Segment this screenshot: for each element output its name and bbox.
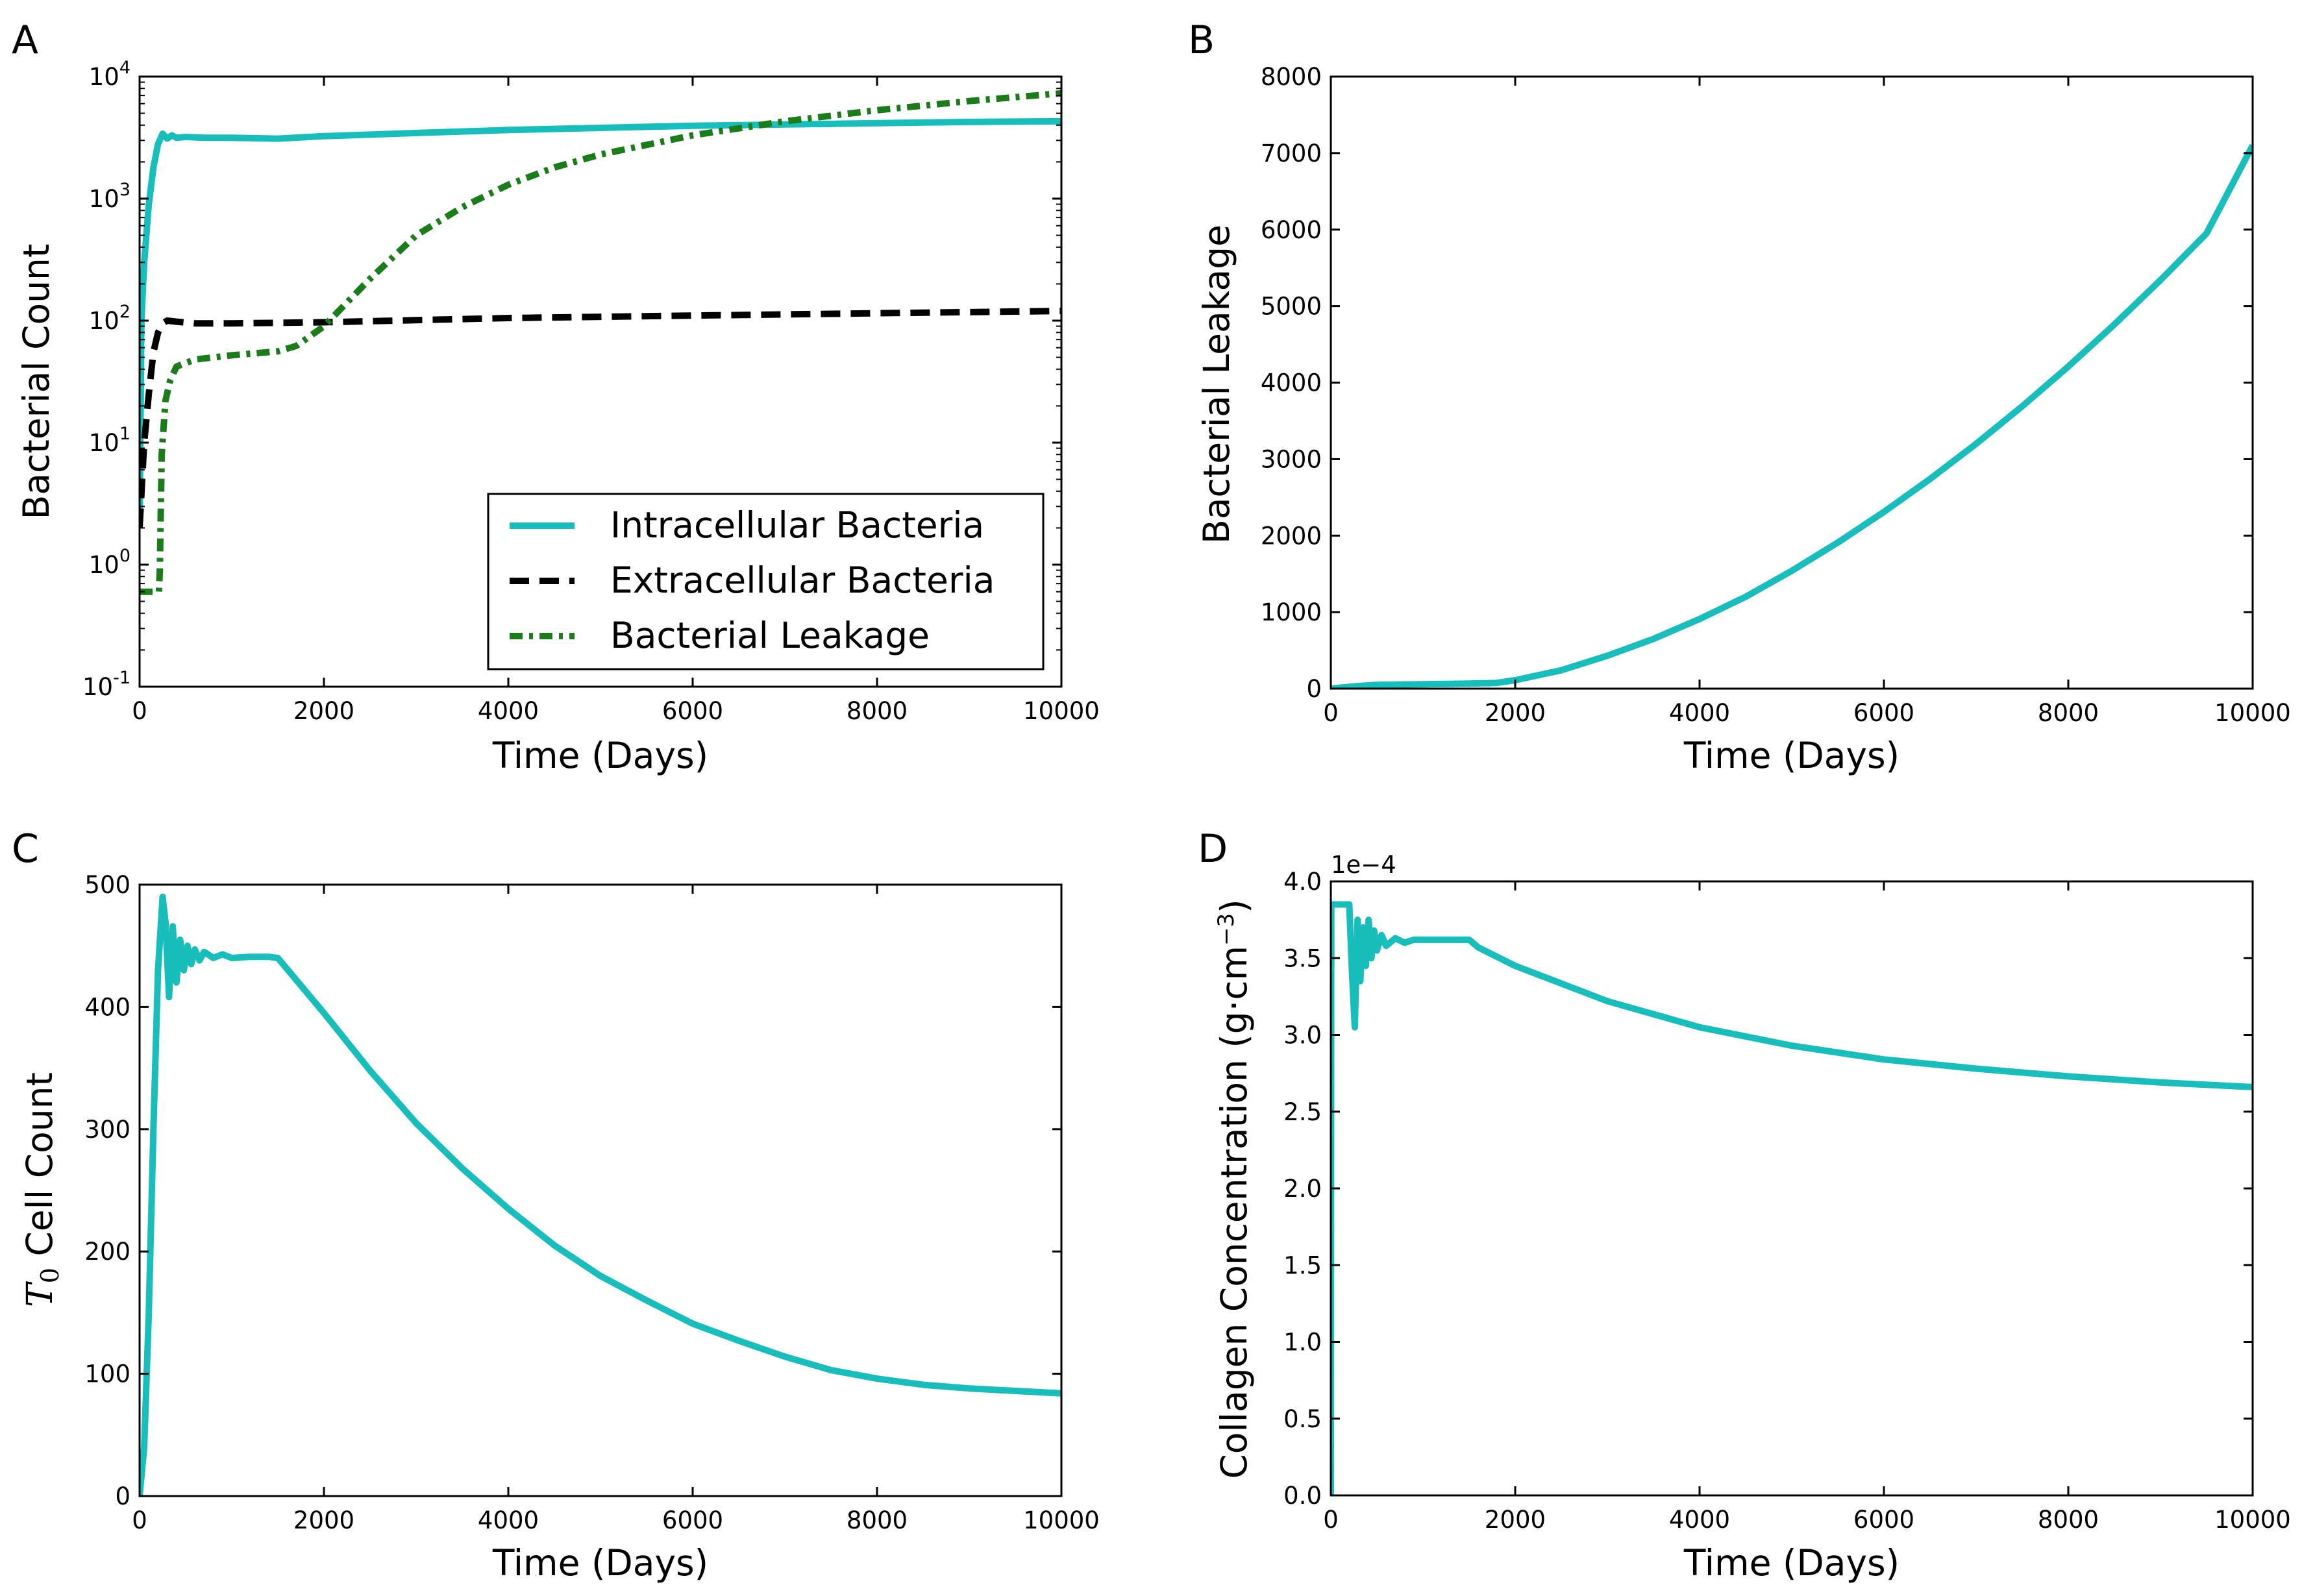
- offset-text-d: 1e−4: [1331, 851, 1396, 879]
- legend-label-extracellular: Extracellular Bacteria: [610, 559, 995, 601]
- x-axis-label-c: Time (Days): [492, 1542, 708, 1584]
- x-tick-label: 2000: [293, 1506, 354, 1534]
- x-axis-label-b: Time (Days): [1683, 735, 1900, 776]
- y-tick-label: 6000: [1261, 216, 1322, 244]
- y-tick-label: 7000: [1261, 140, 1322, 167]
- x-tick-label: 2000: [1485, 1506, 1546, 1534]
- y-tick-label: 101: [89, 424, 130, 457]
- y-tick-label: 4.0: [1283, 868, 1322, 896]
- series-line-d-1: [1331, 901, 2253, 1495]
- y-tick-label: 500: [84, 871, 130, 899]
- x-tick-label: 6000: [662, 1506, 723, 1534]
- y-tick-label: 100: [89, 546, 130, 579]
- legend-a: Intracellular Bacteria Extracellular Bac…: [487, 493, 1045, 670]
- y-tick-label: 100: [84, 1360, 130, 1388]
- panel-d: D 0 2000 4000 6000 8000 10000 0.0 0.5 1.0 1.5 2.0 2…: [1198, 826, 2291, 1584]
- x-tick-label: 2000: [293, 697, 354, 725]
- y-tick-label: 1.5: [1283, 1251, 1322, 1279]
- legend-label-intracellular: Intracellular Bacteria: [610, 504, 984, 546]
- panel-letter-c: C: [12, 826, 39, 872]
- x-tick-label: 6000: [1853, 699, 1914, 727]
- y-tick-label: 400: [84, 993, 130, 1021]
- y-tick-label: 3000: [1261, 445, 1322, 473]
- y-tick-label: 1.0: [1283, 1329, 1322, 1357]
- y-tick-label: 0: [115, 1482, 130, 1510]
- y-axis-label-c: T0 Cell Count: [19, 1072, 64, 1307]
- y-tick-label: 103: [89, 180, 130, 213]
- x-tick-label: 0: [132, 1506, 147, 1534]
- y-tick-label: 0: [1306, 675, 1322, 703]
- x-tick-label: 0: [1323, 1506, 1339, 1534]
- x-tick-label: 8000: [847, 1506, 908, 1534]
- y-tick-label: 2.0: [1283, 1175, 1322, 1203]
- y-tick-label: 10-1: [82, 668, 130, 701]
- series-line-a-2: [140, 308, 1061, 528]
- panel-b: B 0 2000 4000 6000 8000 10000 0 1000 2000 3000 400…: [1188, 18, 2291, 776]
- x-axis-label-a: Time (Days): [492, 735, 708, 776]
- x-tick-label: 2000: [1485, 699, 1546, 727]
- x-tick-label: 4000: [478, 1506, 539, 1534]
- x-tick-label: 10000: [1023, 1506, 1100, 1534]
- y-tick-label: 4000: [1261, 369, 1322, 397]
- x-tick-label: 0: [1323, 699, 1339, 727]
- x-tick-label: 8000: [2038, 699, 2099, 727]
- y-axis-label-b: Bacterial Leakage: [1196, 225, 1237, 544]
- y-tick-label: 300: [84, 1116, 130, 1144]
- x-tick-label: 10000: [1023, 697, 1100, 725]
- legend-box: [487, 493, 1045, 670]
- plot-frame-c: [138, 883, 1063, 1497]
- y-tick-label: 2.5: [1283, 1098, 1322, 1126]
- y-tick-label: 3.5: [1283, 944, 1322, 972]
- y-axis-label-a: Bacterial Count: [16, 244, 57, 520]
- plot-frame-b: [1330, 75, 2254, 690]
- x-tick-label: 10000: [2214, 699, 2291, 727]
- series-line-b-1: [1331, 143, 2253, 689]
- x-tick-label: 8000: [847, 697, 908, 725]
- y-axis-label-d: Collagen Concentration (g·cm−3): [1213, 899, 1255, 1479]
- y-tick-label: 3.0: [1283, 1022, 1322, 1050]
- y-tick-label: 0.5: [1283, 1405, 1322, 1433]
- y-tick-label: 2000: [1261, 522, 1322, 550]
- panel-letter-a: A: [12, 18, 38, 63]
- x-tick-label: 4000: [1669, 699, 1730, 727]
- x-tick-label: 8000: [2038, 1506, 2099, 1534]
- x-tick-label: 0: [132, 697, 147, 725]
- x-tick-label: 4000: [1669, 1506, 1730, 1534]
- plot-frame-d: [1330, 880, 2254, 1497]
- panel-a: A 0 2000 4000 6000 8000 10000 104 103 102 101 100 1…: [12, 18, 1100, 776]
- y-tick-label: 104: [89, 58, 130, 91]
- y-tick-label: 8000: [1261, 63, 1322, 91]
- plot-frame-a: [138, 75, 1063, 688]
- panel-letter-d: D: [1198, 826, 1228, 872]
- series-line-a-1: [140, 117, 1061, 528]
- x-axis-label-d: Time (Days): [1683, 1542, 1900, 1584]
- y-tick-label: 0.0: [1283, 1482, 1322, 1510]
- x-tick-label: 6000: [1853, 1506, 1914, 1534]
- series-line-c-1: [140, 893, 1061, 1496]
- y-tick-label: 102: [89, 302, 130, 335]
- x-tick-label: 10000: [2214, 1506, 2291, 1534]
- panel-c: C 0 2000 4000 6000 8000 10000 0 100 200 300 400 500…: [12, 826, 1100, 1584]
- x-tick-label: 6000: [662, 697, 723, 725]
- panel-letter-b: B: [1188, 18, 1215, 63]
- y-tick-label: 5000: [1261, 293, 1322, 321]
- x-tick-label: 4000: [478, 697, 539, 725]
- y-tick-label: 200: [84, 1238, 130, 1266]
- legend-label-leakage: Bacterial Leakage: [610, 615, 930, 656]
- y-tick-label: 1000: [1261, 598, 1322, 626]
